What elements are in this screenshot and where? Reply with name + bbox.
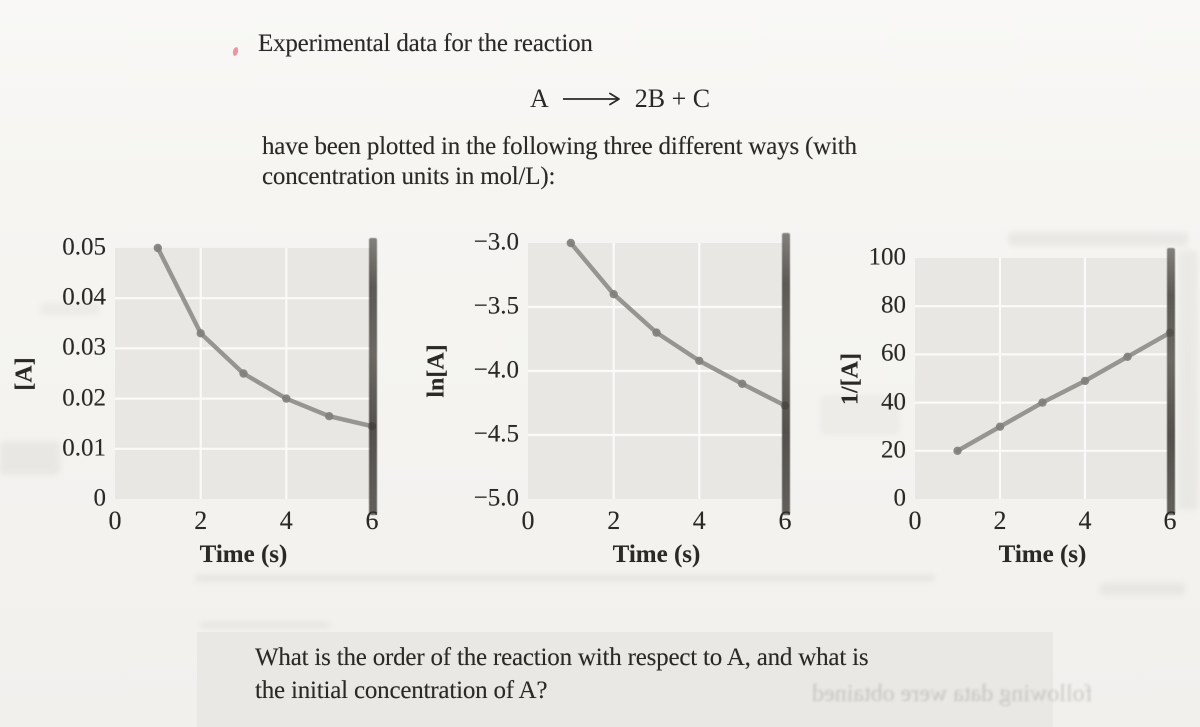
y-tick-label: 0.02 (62, 384, 106, 412)
plot-area (915, 258, 1175, 499)
reactant-label: A (530, 84, 549, 113)
plot-area (115, 243, 377, 499)
intro-line: Experimental data for the reaction (258, 30, 593, 57)
y-axis-label: ln[A] (423, 344, 450, 398)
question-highlight-band (197, 632, 1053, 727)
y-tick-label: 0.05 (62, 233, 106, 261)
plot-area (528, 238, 790, 499)
bleed-through-smudge (195, 575, 935, 581)
bleed-through-smudge (1178, 250, 1198, 510)
chart-concentration-vs-time: [A] Time (s) 0.05 0.04 0.03 0.02 0.01 0 0 2 4 6 (12, 233, 379, 568)
scan-shadow-stripe (369, 238, 377, 515)
y-tick-label: 20 (881, 436, 906, 464)
question-line-2: the initial concentration of A? (255, 677, 548, 704)
y-tick-label: 0 (893, 484, 907, 512)
x-tick-label: 6 (1163, 506, 1177, 535)
x-tick-label: 0 (908, 506, 922, 535)
y-axis-label: [A] (11, 356, 38, 391)
y-tick-label: 0.01 (62, 434, 106, 462)
x-tick-label: 6 (778, 506, 792, 535)
chart-ln-concentration-vs-time: ln[A] Time (s) −3.0 −3.5 −4.0 −4.5 −5.0 0 2 4 6 (424, 228, 792, 568)
bleed-through-smudge (0, 441, 60, 475)
y-tick-label: −4.5 (473, 420, 519, 448)
bleed-through-mirrored-text: following data were obtained (812, 681, 1093, 707)
x-tick-label: 2 (993, 506, 1007, 535)
scan-shadow-stripe (782, 233, 790, 515)
bleed-through-smudge (1008, 232, 1188, 246)
scan-shadow-stripe (1167, 248, 1175, 515)
y-axis-label: 1/[A] (837, 352, 864, 405)
y-tick-label: 40 (881, 388, 906, 416)
y-tick-label: 100 (868, 243, 907, 271)
x-tick-label: 2 (607, 506, 621, 535)
bleed-through-smudge (820, 395, 900, 435)
x-tick-label: 0 (108, 506, 122, 535)
question-line-1: What is the order of the reaction with r… (255, 644, 869, 671)
y-tick-label: −4.0 (473, 356, 519, 384)
y-tick-label: 0.03 (62, 333, 106, 361)
x-tick-label: 4 (692, 506, 706, 535)
bleed-through-smudge (200, 622, 330, 628)
x-axis-label: Time (s) (199, 541, 288, 568)
body-line-1: have been plotted in the following three… (262, 133, 857, 160)
bleed-through-smudge (1100, 583, 1185, 595)
bleed-through-smudge (40, 303, 100, 315)
y-tick-label: 0 (93, 484, 107, 512)
x-tick-label: 0 (521, 506, 535, 535)
x-tick-label: 6 (365, 506, 379, 535)
y-tick-label: 60 (881, 339, 906, 367)
x-tick-label: 4 (1078, 506, 1092, 535)
y-tick-label: 80 (881, 291, 906, 319)
x-axis-label: Time (s) (612, 541, 701, 568)
y-tick-label: −3.5 (473, 292, 519, 320)
x-tick-label: 4 (279, 506, 293, 535)
products-label: 2B + C (634, 84, 711, 113)
body-line-2: concentration units in mol/L): (262, 163, 556, 190)
x-axis-label: Time (s) (998, 541, 1087, 568)
y-tick-label: −5.0 (473, 484, 519, 512)
x-tick-label: 2 (194, 506, 208, 535)
reaction-arrow-icon (562, 92, 620, 106)
y-tick-label: −3.0 (473, 228, 519, 256)
y-tick-label: 0.04 (62, 283, 106, 311)
reaction-equation: A 2B + C (530, 84, 710, 114)
chart-inverse-concentration-vs-time: 1/[A] Time (s) 100 80 60 40 20 0 0 2 4 6 (838, 243, 1177, 568)
red-pen-mark (231, 46, 240, 57)
